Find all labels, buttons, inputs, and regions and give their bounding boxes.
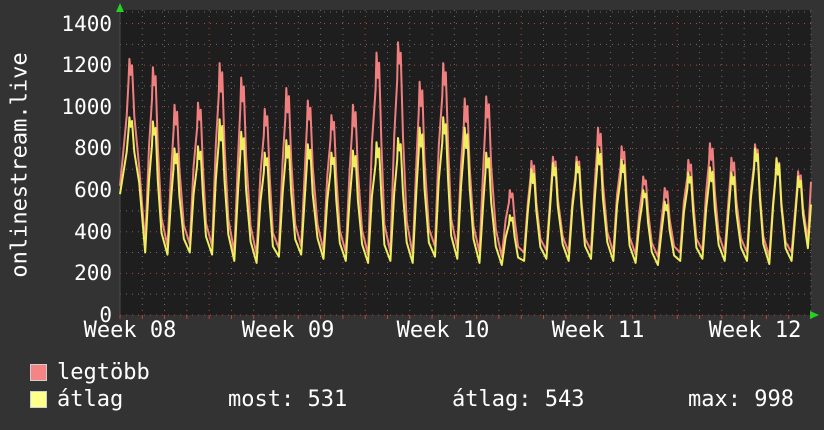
y-tick-label: 0: [99, 303, 112, 327]
series-line-avg: [119, 116, 812, 266]
legend-stat: most: 531: [228, 387, 348, 412]
vertical-axis-title: onlinestream.live: [7, 52, 33, 278]
x-tick-label: Week 08: [83, 318, 177, 343]
x-tick-label: Week 09: [241, 318, 335, 343]
y-tick-label: 400: [74, 219, 112, 244]
y-tick-label: 1000: [61, 94, 112, 119]
y-tick-label: 1200: [61, 53, 112, 78]
x-axis-arrow-icon: [810, 311, 819, 319]
y-tick-label: 1400: [61, 11, 112, 36]
legend-swatch-most: [30, 364, 47, 381]
x-tick-label: Week 12: [708, 318, 802, 343]
y-tick-label: 200: [74, 261, 112, 286]
x-tick-label: Week 11: [551, 318, 645, 343]
legend-swatch-avg: [30, 391, 47, 408]
y-axis-arrow-icon: [116, 3, 124, 12]
y-tick-label: 600: [74, 178, 112, 203]
legend-stat: max: 998: [688, 387, 794, 412]
legend-label-most: legtöbb: [57, 360, 150, 385]
x-tick-label: Week 10: [396, 318, 490, 343]
legend-label-avg: átlag: [57, 387, 124, 412]
plot-background: [120, 10, 811, 315]
legend-stat: átlag: 543: [452, 387, 585, 412]
y-tick-label: 800: [74, 136, 112, 161]
